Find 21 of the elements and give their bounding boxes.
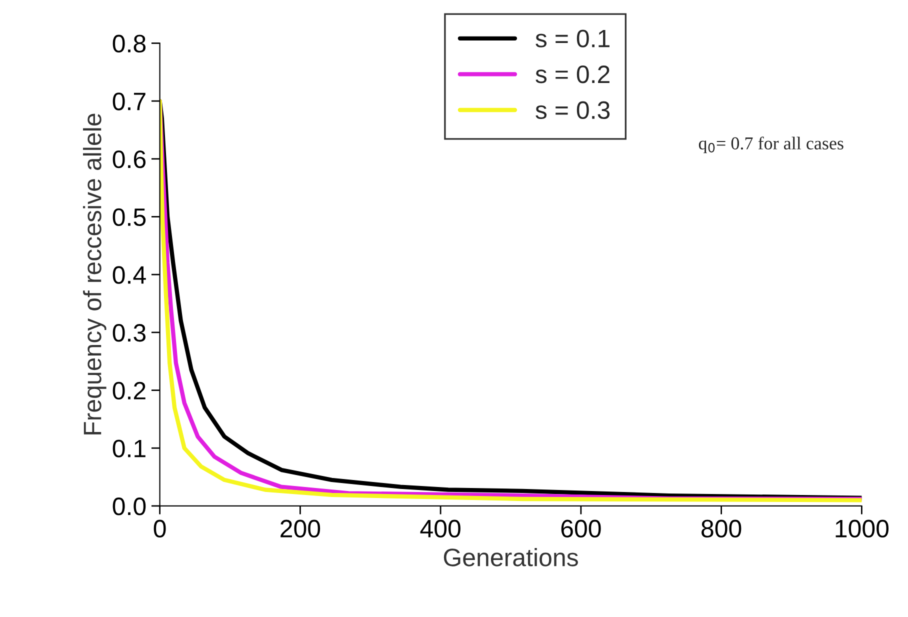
y-tick-label: 0.5 — [112, 208, 146, 226]
x-tick-label: 1000 — [836, 520, 889, 538]
x-tick-label: 400 — [420, 520, 460, 538]
x-tick-label: 0 — [154, 520, 166, 538]
y-tick-label: 0.0 — [112, 498, 146, 516]
y-tick-label: 0.1 — [112, 440, 146, 458]
annotation: q$_{0}$= 0.7 for all cases — [698, 136, 844, 154]
y-tick-label: 0.4 — [112, 266, 146, 284]
y-tick-label: 0.2 — [112, 382, 146, 400]
legend-label: s = 0.3 — [536, 101, 610, 120]
x-tick-label: 800 — [702, 520, 742, 538]
y-tick-label: 0.6 — [112, 150, 146, 168]
y-tick-label: 0.7 — [112, 92, 146, 110]
x-tick-label: 200 — [280, 520, 320, 538]
x-axis-title: Generations — [444, 548, 578, 566]
x-tick-label: 600 — [561, 520, 601, 538]
legend-label: s = 0.2 — [536, 66, 610, 84]
y-tick-label: 0.3 — [112, 324, 146, 342]
legend-label: s = 0.1 — [536, 30, 610, 48]
y-axis-title: Frequency of reccesive allele — [83, 114, 106, 434]
y-tick-label: 0.8 — [112, 34, 146, 52]
